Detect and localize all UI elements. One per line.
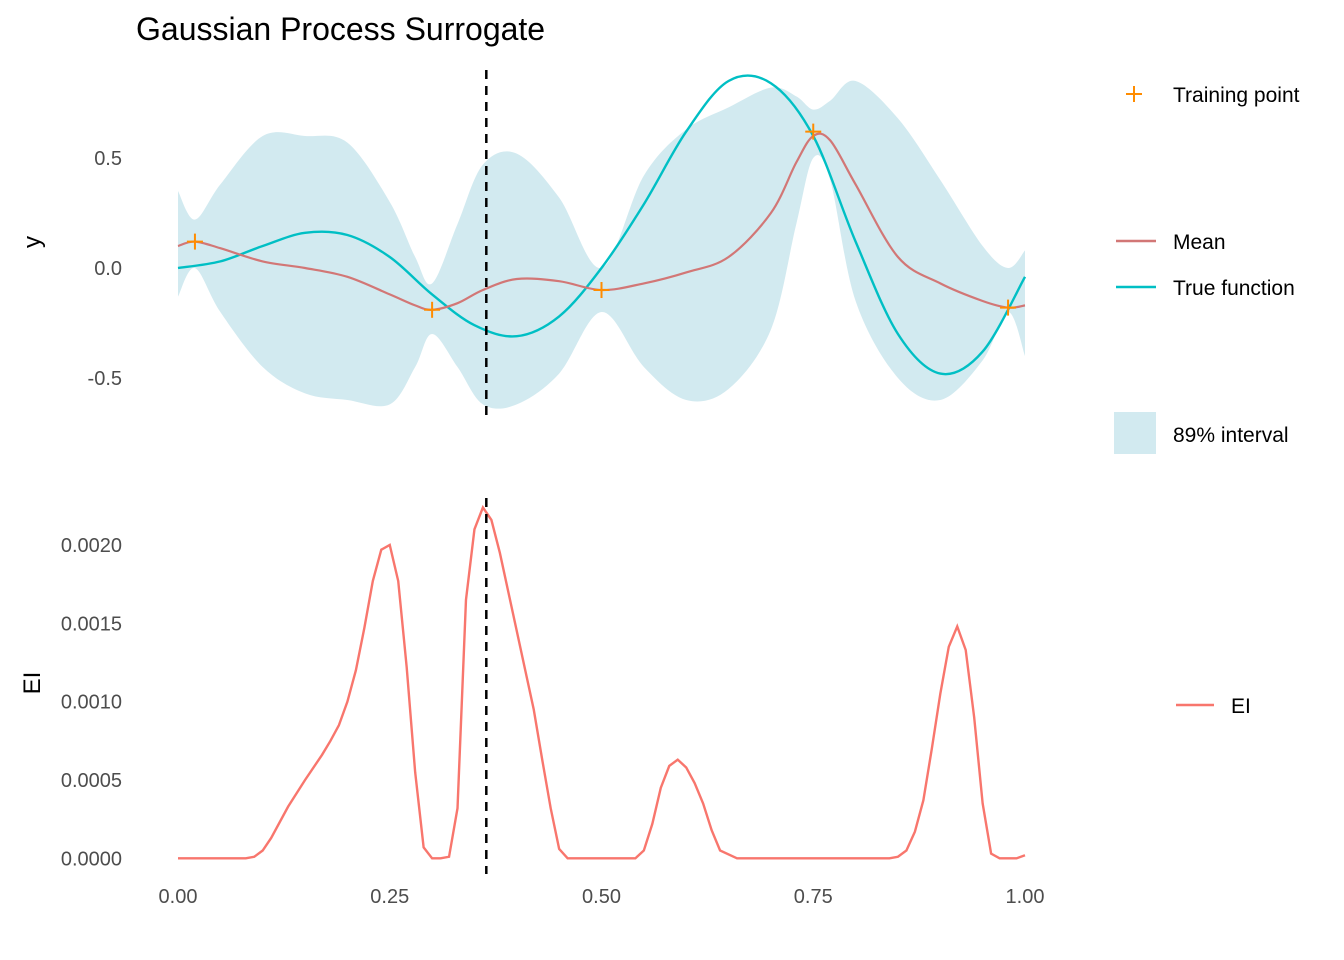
bottom-y-tick-label: 0.0005	[61, 770, 122, 792]
top-y-axis-title: y	[19, 236, 46, 248]
top-y-tick-label: -0.5	[88, 368, 122, 390]
legend-label-mean: Mean	[1173, 231, 1226, 254]
bottom-y-tick-label: 0.0000	[61, 848, 122, 870]
chart-title: Gaussian Process Surrogate	[136, 11, 545, 47]
legend-label-training-point: Training point	[1173, 84, 1300, 107]
top-y-tick-label: 0.5	[94, 148, 122, 170]
ei-line	[178, 504, 1026, 860]
legend-item-true-function: True function	[1116, 277, 1295, 300]
legend-item-ei: EI	[1176, 695, 1251, 718]
training-point	[1000, 299, 1017, 316]
bottom-y-axis-title: EI	[19, 672, 46, 695]
top-y-ticks: 0.5 0.0 -0.5	[88, 148, 122, 390]
legend-item-training-point: Training point	[1126, 84, 1300, 107]
x-ticks: 0.00 0.25 0.50 0.75 1.00	[159, 886, 1045, 908]
bottom-y-tick-label: 0.0010	[61, 692, 122, 714]
x-tick-label: 1.00	[1006, 886, 1045, 908]
x-tick-label: 0.75	[794, 886, 833, 908]
legend-label-ei: EI	[1231, 695, 1251, 718]
true-function-line	[177, 74, 1027, 376]
x-tick-label: 0.50	[582, 886, 621, 908]
x-tick-label: 0.00	[159, 886, 198, 908]
top-panel: 0.5 0.0 -0.5 y	[19, 70, 1027, 422]
training-points	[186, 123, 1017, 318]
legend: Training point Mean True function 89% in…	[1114, 84, 1300, 718]
bottom-y-ticks: 0.0020 0.0015 0.0010 0.0005 0.0000	[61, 535, 122, 870]
legend-key-interval	[1114, 412, 1156, 454]
x-tick-label: 0.25	[370, 886, 409, 908]
training-point	[424, 301, 441, 318]
interval-band	[178, 80, 1025, 409]
bottom-panel: 0.0020 0.0015 0.0010 0.0005 0.0000 EI	[19, 498, 1026, 874]
bottom-y-tick-label: 0.0020	[61, 535, 122, 557]
top-y-tick-label: 0.0	[94, 258, 122, 280]
training-point	[186, 233, 203, 250]
legend-item-interval: 89% interval	[1114, 412, 1289, 454]
legend-item-mean: Mean	[1116, 231, 1226, 254]
legend-label-interval: 89% interval	[1173, 424, 1289, 447]
training-point	[593, 282, 610, 298]
bottom-y-tick-label: 0.0015	[61, 613, 122, 635]
legend-key-training-point	[1126, 86, 1142, 102]
legend-label-true-function: True function	[1173, 277, 1295, 300]
training-point	[805, 123, 822, 140]
